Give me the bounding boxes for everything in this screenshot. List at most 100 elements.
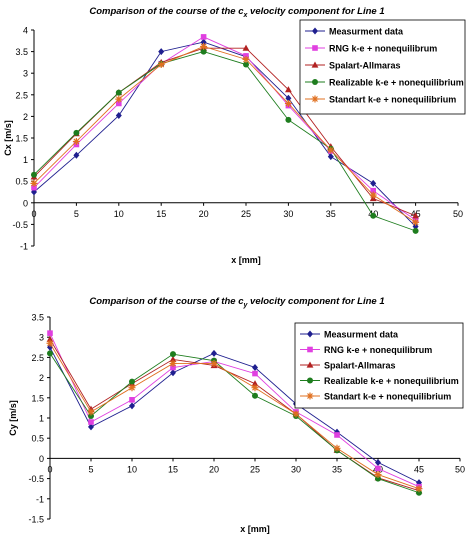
y-tick-label: -1 (36, 494, 44, 504)
legend-marker (311, 95, 319, 103)
data-point (284, 99, 292, 107)
data-point (242, 55, 250, 63)
data-point (129, 378, 135, 385)
x-tick-label: 20 (209, 464, 219, 474)
data-point (129, 397, 135, 403)
data-point (243, 61, 249, 68)
data-point (375, 458, 381, 466)
y-tick-label: 1 (23, 155, 28, 165)
legend-marker (307, 330, 313, 338)
data-point (251, 384, 259, 392)
data-point (73, 151, 80, 159)
data-point (88, 412, 94, 419)
data-point (170, 351, 176, 358)
data-point (47, 350, 53, 357)
x-tick-label: 25 (250, 464, 260, 474)
x-tick-label: 0 (47, 464, 52, 474)
data-point (412, 227, 419, 234)
y-tick-label: 0 (39, 454, 44, 464)
series-line (49, 332, 420, 488)
x-tick-label: 30 (291, 464, 301, 474)
x-tick-label: 30 (283, 209, 293, 219)
series-line (33, 51, 416, 232)
x-tick-label: 50 (455, 464, 465, 474)
data-point (72, 137, 80, 145)
legend-label: Spalart-Allmaras (324, 361, 396, 371)
data-point (46, 339, 54, 347)
data-point (87, 408, 95, 416)
legend-box (294, 322, 464, 409)
data-point (129, 402, 135, 410)
data-point (200, 42, 208, 50)
legend-label: RNG k-e + nonequilibrum (329, 44, 437, 54)
data-point (200, 34, 207, 40)
y-tick-label: 2 (23, 112, 28, 122)
data-point (169, 355, 177, 363)
chart-cx-svg: -1-0.500.511.522.533.5405101520253035404… (3, 19, 466, 265)
chart-title: Comparison of the course of the cx veloc… (89, 6, 385, 19)
y-tick-label: 1 (39, 414, 44, 424)
y-tick-label: 2.5 (31, 353, 44, 363)
y-tick-label: 3 (39, 333, 44, 343)
series-line (33, 41, 416, 227)
data-point (334, 432, 340, 438)
chart-cx: Comparison of the course of the cx veloc… (3, 6, 466, 265)
data-point (200, 48, 207, 55)
data-point (416, 489, 422, 496)
data-point (375, 465, 381, 472)
series-line (33, 36, 416, 221)
y-tick-label: -1 (20, 242, 28, 252)
series-line (49, 353, 420, 494)
data-point (285, 86, 292, 93)
x-tick-label: 10 (127, 464, 137, 474)
legend-marker (312, 45, 318, 51)
legend-marker (307, 377, 313, 384)
data-point (252, 364, 258, 371)
data-point (374, 471, 382, 479)
x-axis-label: x [mm] (231, 255, 261, 265)
data-point (31, 184, 37, 191)
data-point (88, 423, 94, 431)
data-point (370, 179, 377, 187)
data-point (333, 444, 341, 452)
data-point (169, 359, 177, 367)
data-point (370, 212, 377, 219)
x-tick-label: 25 (241, 209, 251, 219)
data-point (157, 61, 165, 69)
legend-marker (306, 392, 314, 400)
series-line (33, 45, 416, 223)
x-tick-label: 10 (114, 209, 124, 219)
data-point (285, 94, 292, 102)
data-point (292, 410, 300, 418)
data-point (252, 370, 258, 377)
y-tick-label: 0 (23, 198, 28, 208)
series-line (49, 347, 420, 484)
data-point (416, 479, 422, 487)
x-tick-label: 15 (156, 209, 166, 219)
data-point (73, 129, 80, 136)
data-point (369, 191, 377, 199)
chart-cy-svg: -1.5-1-0.500.511.522.533.50 5 10 15 20 25 30 35… (8, 313, 465, 535)
data-point (210, 359, 218, 367)
y-tick-label: 1.5 (15, 134, 28, 144)
data-point (47, 343, 53, 351)
legend-label: Standart k-e + nonequilibrium (324, 392, 451, 402)
series-line (49, 343, 420, 490)
chart-title: Comparison of the course of the cy veloc… (89, 296, 385, 309)
x-tick-label: 20 (199, 209, 209, 219)
y-tick-label: 0.5 (15, 177, 28, 187)
y-tick-label: 1.5 (31, 393, 44, 403)
legend-label: Realizable k-e + nonequilibrium (329, 78, 464, 88)
data-point (375, 475, 381, 482)
data-point (31, 171, 37, 178)
data-point (88, 419, 94, 425)
legend-label: Measurment data (324, 330, 399, 340)
y-tick-label: -1.5 (28, 515, 44, 525)
y-tick-label: 2.5 (15, 90, 28, 100)
legend-marker (307, 346, 313, 353)
data-point (30, 179, 38, 187)
x-tick-label: 45 (414, 464, 424, 474)
data-point (327, 146, 335, 154)
data-point (46, 335, 54, 342)
legend-label: Realizable k-e + nonequilibrium (324, 376, 459, 386)
